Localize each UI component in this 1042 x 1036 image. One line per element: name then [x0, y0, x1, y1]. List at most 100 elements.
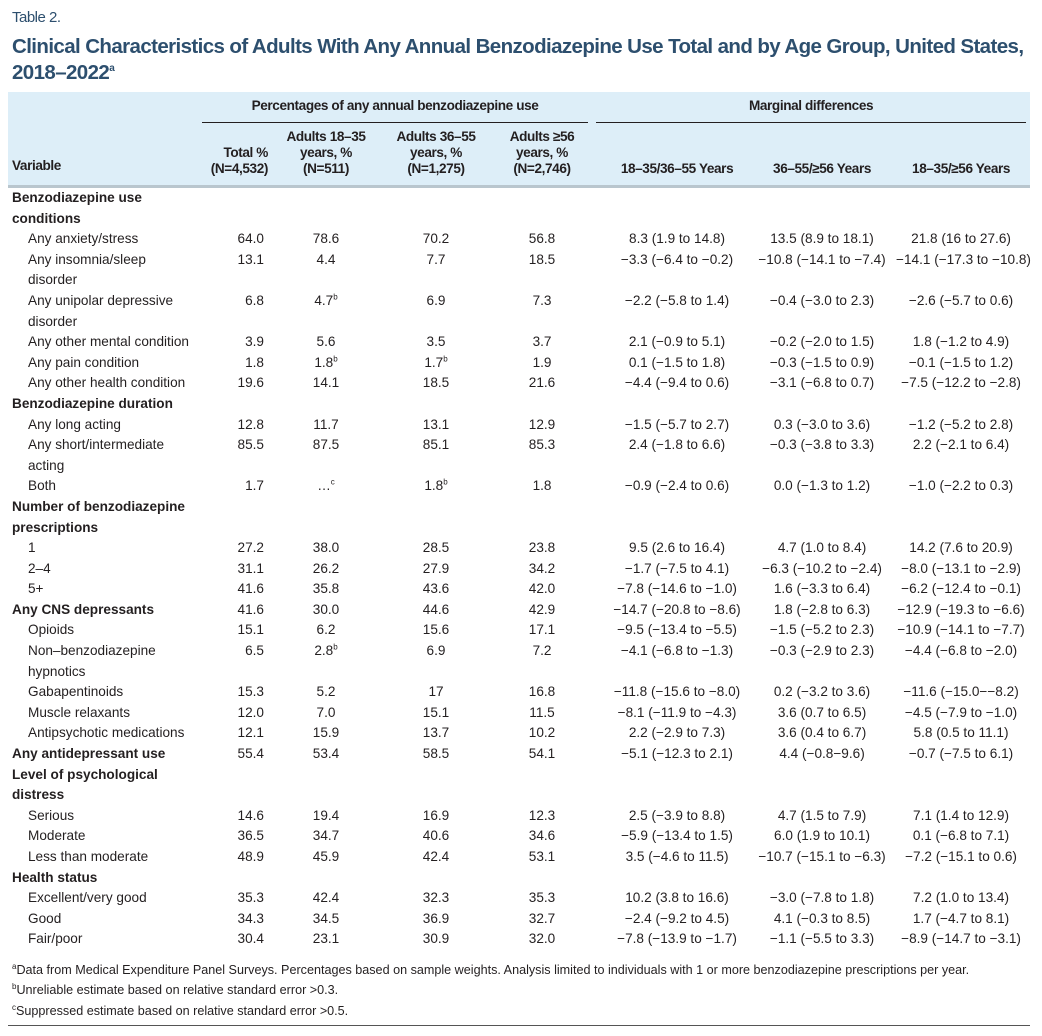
- table-row: Any insomnia/sleep disorder 13.1 4.4 7.7 18.…: [8, 250, 1031, 291]
- table-cell: 2.8b: [272, 641, 380, 682]
- header-diff-18-35-56: 18–35/≥56 Years: [892, 129, 1031, 188]
- table-cell: 12.3: [528, 807, 556, 823]
- table-title: Clinical Characteristics of Adults With …: [12, 34, 1030, 86]
- header-group-marginal: Marginal differences: [592, 92, 1031, 129]
- row-label: Benzodiazepine duration: [12, 395, 173, 411]
- section-row: Benzodiazepine use conditions: [8, 187, 1030, 230]
- table-row: Muscle relaxants 12.0 7.0 15.1 11.5 −8.1 (−11…: [8, 703, 1030, 724]
- table-cell: 1.6 (−3.3 to 6.4): [773, 581, 871, 597]
- table-cell: [752, 497, 892, 538]
- table-cell: 13.7: [422, 725, 450, 741]
- table-cell: 38.0: [312, 540, 340, 556]
- table-cell: 1.8: [532, 478, 552, 494]
- table-cell: 1.8b: [272, 353, 380, 374]
- table-cell: [892, 394, 1030, 415]
- table-row: Any long acting 12.8 11.7 13.1 12.9 −1.5 (−5.…: [8, 415, 1030, 436]
- footnote-text: Unreliable estimate based on relative st…: [16, 983, 339, 998]
- table-cell: [272, 868, 380, 889]
- table-cell: 32.3: [422, 890, 450, 906]
- footnote: bUnreliable estimate based on relative s…: [12, 980, 1032, 1001]
- table-cell: 5.2: [316, 684, 336, 700]
- table-cell: 41.6: [237, 581, 264, 597]
- row-label: Muscle relaxants: [28, 704, 130, 720]
- table-cell: 53.1: [528, 849, 556, 864]
- table-cell: −14.7 (−20.8 to −8.6): [613, 601, 741, 617]
- section-row: Health status: [8, 868, 1030, 889]
- table-cell: 70.2: [422, 231, 450, 247]
- table-cell: −4.4 (−9.4 to 0.6): [624, 375, 730, 391]
- table-cell: 17: [428, 684, 444, 700]
- table-cell: 1.8 (−1.2 to 4.9): [912, 334, 1010, 350]
- table-cell: 1.9: [532, 354, 552, 370]
- table-cell: 15.6: [422, 622, 450, 638]
- section-row: Number of benzodiazepine prescriptions: [8, 497, 1030, 538]
- table-cell: [198, 187, 272, 230]
- table-cell: 4.7 (1.0 to 8.4): [777, 540, 867, 556]
- table-row: Fair/poor 30.4 23.1 30.9 32.0 −7.8 (−13.9 to …: [8, 929, 1030, 950]
- table-cell: 5.6: [316, 334, 336, 350]
- table-cell: 42.9: [528, 601, 556, 617]
- header-total: Total % (N=4,532): [198, 129, 272, 188]
- row-label: Gabapentinoids: [28, 684, 124, 700]
- table-cell: 5.8 (0.5 to 11.1): [913, 725, 1009, 741]
- table-cell: 6.5: [245, 643, 264, 659]
- table-cell: 7.2: [532, 643, 552, 659]
- row-label: 1: [28, 540, 36, 556]
- table-cell: 7.3: [532, 292, 552, 308]
- table-cell: [892, 868, 1030, 889]
- footnote-mark: c: [330, 477, 335, 487]
- table-cell: −7.8 (−14.6 to −1.0): [617, 581, 737, 597]
- section-row: Benzodiazepine duration: [8, 394, 1030, 415]
- table-cell: 3.6 (0.4 to 6.7): [777, 725, 867, 741]
- table-cell: [272, 765, 380, 806]
- table-body: Benzodiazepine use conditions Any anxiety…: [8, 187, 1031, 950]
- cell-value: 4.7: [314, 292, 334, 308]
- table-cell: [592, 868, 752, 889]
- table-cell: 16.8: [528, 684, 556, 700]
- row-label: Good: [28, 910, 62, 926]
- table-row: Any anxiety/stress 64.0 78.6 70.2 56.8 8.3 (1…: [8, 229, 1030, 250]
- table-cell: −1.1 (−5.5 to 3.3): [769, 931, 875, 947]
- table-row: Good 34.3 34.5 36.9 32.7 −2.4 (−9.2 to 4.5) 4.…: [8, 909, 1030, 930]
- header-18-35: Adults 18–35 years, % (N=511): [272, 129, 380, 188]
- table-row: 2–4 31.1 26.2 27.9 34.2 −1.7 (−7.5 to 4.1) −6.…: [8, 559, 1030, 580]
- table-cell: −2.4 (−9.2 to 4.5): [624, 910, 730, 926]
- table-cell: 27.2: [237, 540, 264, 556]
- footnote-mark: b: [333, 354, 338, 364]
- table-cell: 9.5 (2.6 to 16.4): [629, 540, 726, 556]
- footnote-mark: b: [443, 477, 448, 487]
- table-cell: 85.1: [422, 437, 450, 453]
- table-row: Gabapentinoids 15.3 5.2 17 16.8 −11.8 (−15.6 …: [8, 682, 1030, 703]
- table-cell: 53.4: [312, 746, 340, 762]
- table-cell: −12.9 (−19.3 to −6.6): [897, 601, 1025, 617]
- table-cell: 14.6: [237, 807, 264, 823]
- table-cell: 45.9: [312, 849, 340, 864]
- table-cell: 42.0: [528, 581, 556, 597]
- table-cell: [592, 497, 752, 538]
- table-cell: −0.2 (−2.0 to 1.5): [769, 334, 875, 350]
- table-cell: −6.3 (−10.2 to −2.4): [762, 560, 882, 576]
- table-cell: 4.4: [316, 251, 336, 267]
- table-cell: [892, 765, 1030, 806]
- row-label: Any antidepressant use: [12, 746, 166, 762]
- table-cell: …c: [272, 476, 380, 497]
- table-cell: 3.5 (−4.6 to 11.5): [625, 849, 729, 864]
- table-cell: −8.9 (−14.7 to −3.1): [901, 931, 1021, 947]
- table-cell: −8.0 (−13.1 to −2.9): [901, 560, 1021, 576]
- cell-value: 1.7: [424, 354, 444, 370]
- bottom-rule: [8, 1025, 1030, 1027]
- group-label: Percentages of any annual benzodiazepine…: [202, 98, 589, 123]
- table-cell: 1.8 (−2.8 to 6.3): [773, 601, 871, 617]
- table-cell: 21.8 (16 to 27.6): [911, 231, 1011, 247]
- table-cell: 6.0 (1.9 to 10.1): [774, 828, 871, 844]
- table-cell: 4.1 (−0.3 to 8.5): [773, 910, 871, 926]
- table-cell: 35.3: [528, 890, 556, 906]
- table-cell: −7.8 (−13.9 to −1.7): [617, 931, 737, 947]
- table-row: 1 27.2 38.0 28.5 23.8 9.5 (2.6 to 16.4) 4.7 (1…: [8, 538, 1030, 559]
- table-cell: [892, 497, 1030, 538]
- group-label: Marginal differences: [596, 98, 1027, 123]
- table-cell: −2.2 (−5.8 to 1.4): [624, 292, 730, 308]
- table-cell: 6.2: [316, 622, 336, 638]
- table-cell: [272, 497, 380, 538]
- table-cell: −3.0 (−7.8 to 1.8): [769, 890, 875, 906]
